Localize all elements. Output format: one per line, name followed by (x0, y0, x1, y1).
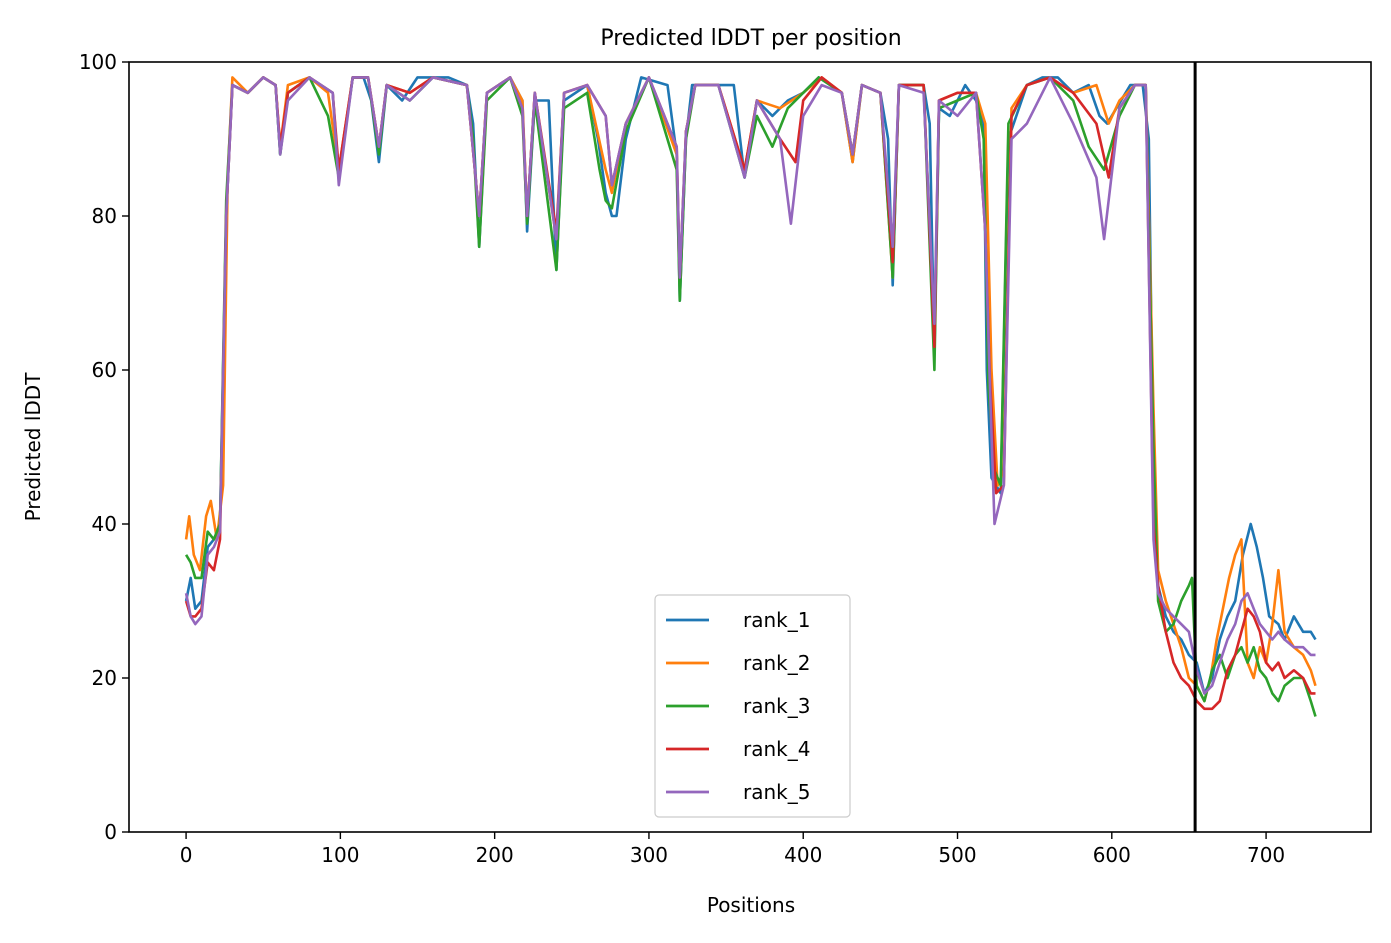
y-tick-label: 40 (92, 512, 117, 536)
plot-area (184, 62, 1317, 832)
legend-label-rank_4: rank_4 (743, 737, 810, 761)
x-axis: 0 100 200 300 400 500 600 700 (180, 832, 1285, 867)
x-tick-label: 300 (630, 843, 668, 867)
chart-title: Predicted lDDT per position (600, 26, 901, 51)
y-tick-label: 0 (104, 820, 117, 844)
y-tick-label: 20 (92, 666, 117, 690)
x-axis-label: Positions (707, 893, 795, 917)
x-tick-label: 700 (1247, 843, 1285, 867)
x-tick-label: 500 (938, 843, 976, 867)
y-axis: 0 20 40 60 80 100 (79, 50, 129, 844)
legend-box (654, 594, 851, 818)
legend-label-rank_1: rank_1 (743, 608, 810, 632)
x-tick-label: 400 (784, 843, 822, 867)
y-tick-label: 80 (92, 204, 117, 228)
x-tick-label: 0 (180, 843, 193, 867)
x-tick-label: 100 (321, 843, 359, 867)
legend-label-rank_5: rank_5 (743, 780, 810, 804)
legend-label-rank_3: rank_3 (743, 694, 810, 718)
legend-label-rank_2: rank_2 (743, 651, 810, 675)
plot-frame (128, 61, 1372, 833)
y-tick-label: 60 (92, 358, 117, 382)
series-line-rank_5 (184, 76, 1316, 695)
y-axis-label: Predicted lDDT (21, 372, 45, 522)
legend: rank_1 rank_2 rank_3 rank_4 rank_5 (654, 594, 851, 818)
x-tick-label: 600 (1093, 843, 1131, 867)
y-tick-label: 100 (79, 50, 117, 74)
x-tick-label: 200 (476, 843, 514, 867)
